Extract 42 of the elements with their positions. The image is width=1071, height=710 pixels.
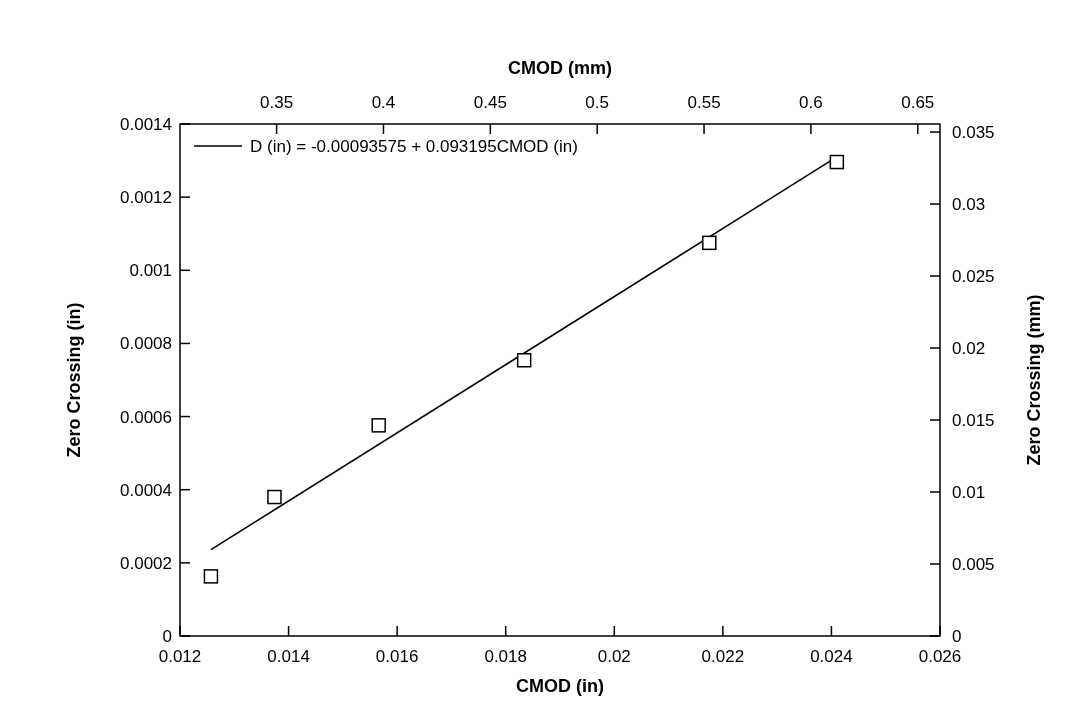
legend-label: D (in) = -0.00093575 + 0.093195CMOD (in) — [250, 137, 578, 156]
y-tick-label: 0 — [162, 627, 172, 646]
y2-tick-label: 0.03 — [952, 195, 986, 215]
x2-tick-label: 0.6 — [799, 93, 823, 112]
x2-tick-label: 0.65 — [901, 93, 935, 112]
y-tick-label: 0.0008 — [120, 334, 172, 354]
point — [203, 569, 219, 584]
x-tick-label: 0.016 — [375, 647, 419, 666]
y-tick-label: 0.0012 — [120, 188, 172, 208]
y-tick-label: 0.0002 — [120, 553, 172, 573]
x2-tick-label: 0.4 — [371, 93, 396, 112]
y2-tick-label: 0.01 — [952, 483, 986, 503]
x-tick-label: 0.022 — [701, 647, 745, 666]
y2-tick-label: 0.025 — [952, 267, 995, 287]
point — [829, 154, 845, 170]
x-tick-label: 0.024 — [810, 647, 853, 666]
y2-tick-label: 0.02 — [952, 339, 986, 359]
y2-tick-label: 0.035 — [952, 123, 995, 143]
y2-tick-label: 0.015 — [952, 411, 995, 431]
y-tick-label: 0.0006 — [120, 407, 172, 427]
x-tick-label: 0.014 — [267, 647, 310, 666]
x-tick-label: 0.018 — [484, 647, 527, 666]
y-tick-label: 0.001 — [129, 261, 172, 281]
x-tick-label: 0.02 — [597, 647, 631, 666]
x2-tick-label: 0.5 — [585, 93, 610, 112]
x2-tick-label: 0.45 — [473, 93, 507, 112]
y-tick-label: 0.0014 — [120, 115, 172, 134]
x-tick-label: 0.026 — [918, 647, 962, 666]
y2-tick-label: 0 — [952, 627, 962, 646]
y-tick-label: 0.0004 — [120, 480, 172, 500]
x-tick-label: 0.012 — [158, 647, 202, 666]
point — [702, 235, 717, 251]
x2-axis-title: CMOD (mm) — [508, 58, 612, 78]
y-axis-title: Zero Crossing (in) — [64, 302, 84, 458]
x2-tick-label: 0.35 — [260, 93, 294, 112]
point — [516, 353, 532, 368]
y2-axis-title: Zero Crossing (mm) — [1024, 294, 1044, 466]
x-axis-title: CMOD (in) — [516, 676, 604, 696]
x2-tick-label: 0.55 — [687, 93, 721, 112]
point — [267, 489, 282, 505]
point — [371, 418, 386, 433]
y2-tick-label: 0.005 — [952, 555, 995, 575]
